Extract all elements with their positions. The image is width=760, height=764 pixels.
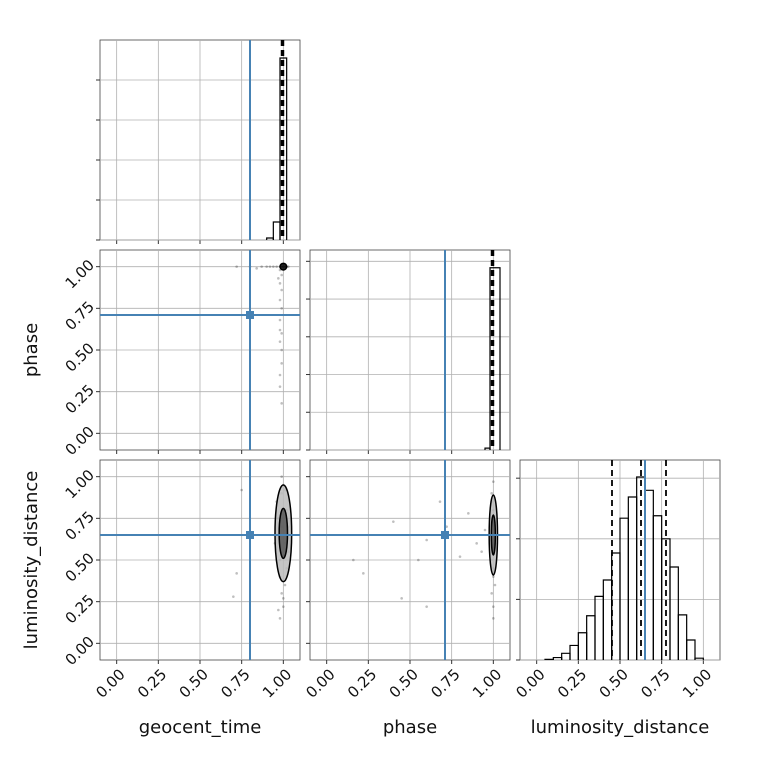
hist-bar xyxy=(686,639,696,660)
sample-point xyxy=(235,572,238,575)
sample-point xyxy=(458,555,462,558)
sample-point xyxy=(492,605,495,608)
sample-point xyxy=(400,597,403,600)
sample-point xyxy=(280,348,283,352)
sample-point xyxy=(240,488,243,492)
sample-point xyxy=(280,592,283,595)
sample-point xyxy=(278,385,282,388)
y-tick-label: 1.00 xyxy=(62,256,98,292)
x-tick-label: 0.50 xyxy=(386,665,422,701)
truth-marker xyxy=(246,311,254,319)
x-tick-label: 0.75 xyxy=(637,665,673,701)
sample-point xyxy=(483,528,487,532)
y-tick-label: 0.50 xyxy=(62,339,98,375)
hist-bar xyxy=(669,566,679,660)
y-tick-label: 0.00 xyxy=(62,633,98,669)
sample-point xyxy=(467,512,470,515)
sample-point xyxy=(352,558,355,562)
x-tick-label: 1.00 xyxy=(469,665,505,701)
x-tick-label: 0.00 xyxy=(92,665,128,701)
sample-point xyxy=(265,265,268,268)
y-tick-label: 0.00 xyxy=(62,423,98,459)
x-tick-label: 0.25 xyxy=(344,665,380,701)
sample-point xyxy=(278,617,282,620)
sample-point xyxy=(425,605,428,608)
x-tick-label: 1.00 xyxy=(259,665,295,701)
hist-bar xyxy=(279,57,288,240)
x-tick-label: 0.25 xyxy=(554,665,590,701)
sample-point xyxy=(282,605,285,608)
sample-point xyxy=(287,265,290,268)
sample-point xyxy=(425,538,428,542)
y-tick-label: 0.25 xyxy=(62,381,98,417)
y-axis-title: luminosity_distance xyxy=(21,471,42,650)
x-axis-title: phase xyxy=(383,717,437,738)
y-tick-label: 1.00 xyxy=(62,466,98,502)
x-tick-label: 1.00 xyxy=(679,665,715,701)
sample-point xyxy=(282,597,285,600)
sample-point xyxy=(278,298,282,302)
x-tick-label: 0.75 xyxy=(427,665,463,701)
y-tick-label: 0.50 xyxy=(62,549,98,585)
x-tick-label: 0.00 xyxy=(512,665,548,701)
sample-point xyxy=(280,273,283,277)
sample-point xyxy=(492,480,495,483)
sample-point xyxy=(280,475,283,478)
sample-point xyxy=(475,542,478,545)
sample-point xyxy=(362,572,365,575)
sample-point xyxy=(235,265,238,268)
x-tick-label: 0.50 xyxy=(596,665,632,701)
sample-point xyxy=(280,362,283,365)
sample-point xyxy=(438,500,442,503)
sample-point xyxy=(232,595,235,598)
sample-point xyxy=(417,558,420,562)
sample-point xyxy=(278,340,282,343)
y-tick-label: 0.75 xyxy=(62,298,98,334)
hist-bar xyxy=(694,657,704,660)
sample-point xyxy=(490,492,493,495)
truth-marker xyxy=(246,531,254,539)
contour xyxy=(278,507,289,560)
sample-point xyxy=(490,592,493,595)
x-tick-label: 0.75 xyxy=(217,665,253,701)
x-axis-title: luminosity_distance xyxy=(531,717,710,738)
sample-point xyxy=(268,265,272,268)
sample-point xyxy=(392,520,395,523)
sample-point xyxy=(493,583,497,587)
hist-bar xyxy=(677,614,688,660)
x-tick-label: 0.25 xyxy=(134,665,170,701)
y-tick-label: 0.25 xyxy=(62,591,98,627)
contour xyxy=(279,262,288,271)
sample-point xyxy=(480,550,483,553)
hist-bar xyxy=(489,267,501,450)
y-axis-title: phase xyxy=(21,323,42,377)
sample-point xyxy=(283,583,287,587)
sample-point xyxy=(278,328,282,332)
x-tick-label: 0.50 xyxy=(176,665,212,701)
x-axis-title: geocent_time xyxy=(139,717,262,738)
sample-point xyxy=(280,307,283,310)
sample-point xyxy=(278,318,282,322)
sample-point xyxy=(445,525,448,528)
sample-point xyxy=(492,617,495,620)
y-tick-label: 0.75 xyxy=(62,508,98,544)
sample-point xyxy=(278,373,282,377)
sample-point xyxy=(255,267,258,270)
sample-point xyxy=(272,265,275,268)
sample-point xyxy=(280,332,283,335)
sample-point xyxy=(492,575,495,578)
sample-point xyxy=(275,265,278,268)
sample-point xyxy=(260,265,263,268)
sample-point xyxy=(278,282,282,285)
sample-point xyxy=(277,608,280,612)
truth-marker xyxy=(441,531,449,539)
sample-point xyxy=(277,277,280,280)
sample-point xyxy=(280,402,283,405)
sample-point xyxy=(280,288,283,292)
x-tick-label: 0.00 xyxy=(302,665,338,701)
hist-bar xyxy=(544,658,554,660)
